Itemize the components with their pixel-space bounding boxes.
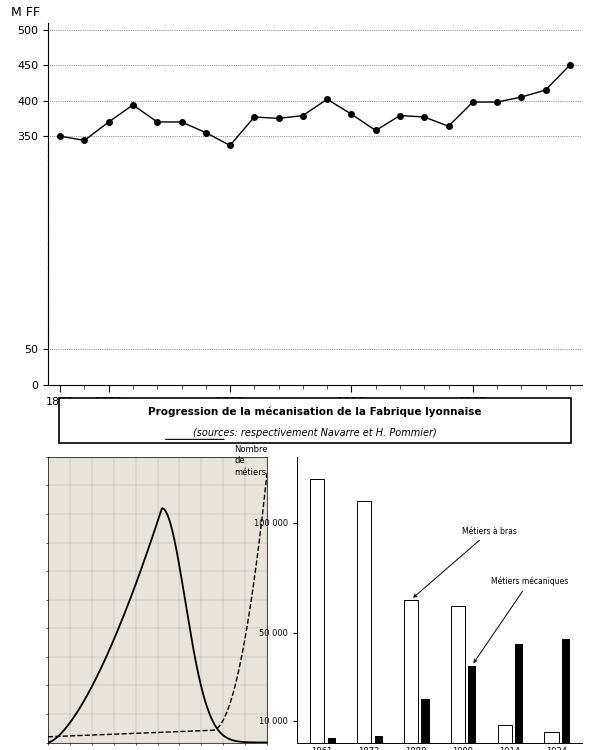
Bar (404, 600, 418, 742)
Text: Métiers à bras: Métiers à bras (414, 526, 517, 597)
Bar (328, 738, 335, 742)
Text: (sources: respectivement Navarre et H. Pommier): (sources: respectivement Navarre et H. P… (193, 428, 437, 438)
Text: Nombre
de
métiers: Nombre de métiers (235, 446, 268, 476)
Bar (421, 698, 428, 742)
Text: M FF: M FF (11, 6, 40, 19)
Bar (469, 665, 475, 742)
Bar (374, 736, 382, 742)
Bar (310, 478, 324, 742)
Text: Métiers mécaniques: Métiers mécaniques (474, 577, 568, 662)
Text: Progression de la mécanisation de la Fabrique lyonnaise: Progression de la mécanisation de la Fab… (148, 406, 482, 417)
Bar (544, 731, 559, 742)
Bar (497, 725, 512, 742)
Bar (357, 501, 371, 742)
Bar (515, 644, 522, 742)
Bar (562, 639, 569, 742)
Bar (451, 606, 465, 742)
FancyBboxPatch shape (59, 398, 571, 443)
